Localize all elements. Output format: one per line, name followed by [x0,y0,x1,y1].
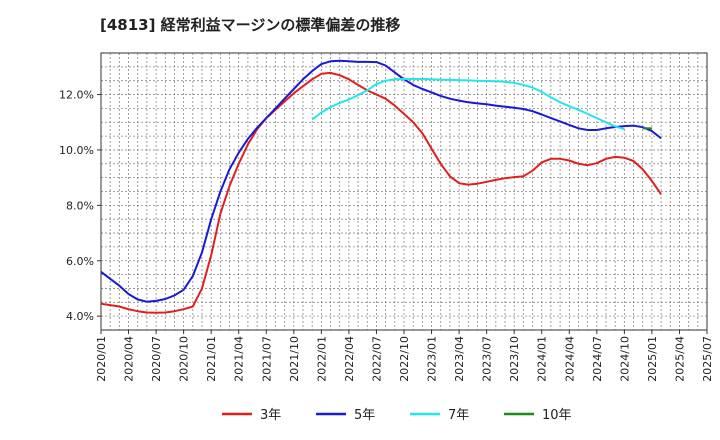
y-tick-label: 8.0% [66,199,94,212]
x-tick-label: 2023/04 [453,336,466,382]
x-tick-label: 2023/01 [426,336,439,382]
x-tick-label: 2022/07 [370,336,383,382]
x-tick-label: 2025/01 [646,336,659,382]
y-tick-label: 10.0% [59,144,94,157]
x-axis: 2020/01 2020/04 2020/07 2020/10 2021/01 2021/… [95,330,714,382]
grid-lines [101,53,707,330]
y-axis: 4.0% 6.0% 8.0% 10.0% 12.0% [59,89,101,323]
x-tick-label: 2020/04 [123,336,136,382]
x-tick-label: 2024/07 [591,336,604,382]
x-tick-label: 2021/04 [233,336,246,382]
x-tick-label: 2022/01 [315,336,328,382]
x-tick-label: 2023/07 [481,336,494,382]
y-tick-label: 4.0% [66,310,94,323]
x-tick-label: 2021/10 [288,336,301,382]
x-tick-label: 2024/01 [536,336,549,382]
legend-label: 10年 [542,408,572,423]
x-tick-label: 2020/01 [95,336,108,382]
x-tick-label: 2020/07 [150,336,163,382]
x-tick-label: 2020/10 [178,336,191,382]
series-line-7年 [311,78,625,131]
x-tick-label: 2023/10 [508,336,521,382]
x-tick-label: 2025/07 [701,336,714,382]
y-tick-label: 6.0% [66,255,94,268]
series-lines [100,59,662,314]
legend-label: 5年 [354,408,375,423]
series-line-5年 [100,59,662,303]
x-tick-label: 2021/07 [260,336,273,382]
x-tick-label: 2024/04 [563,336,576,382]
legend-label: 3年 [260,408,281,423]
x-tick-label: 2025/04 [673,336,686,382]
y-tick-label: 12.0% [59,89,94,102]
legend-label: 7年 [448,408,469,423]
x-tick-label: 2021/01 [205,336,218,382]
chart-title: [4813] 経常利益マージンの標準偏差の推移 [100,16,401,34]
x-tick-label: 2022/10 [398,336,411,382]
legend: 3年 5年 7年 10年 [222,408,572,423]
x-tick-label: 2024/10 [618,336,631,382]
x-tick-label: 2022/04 [343,336,356,382]
series-line-3年 [100,71,662,314]
